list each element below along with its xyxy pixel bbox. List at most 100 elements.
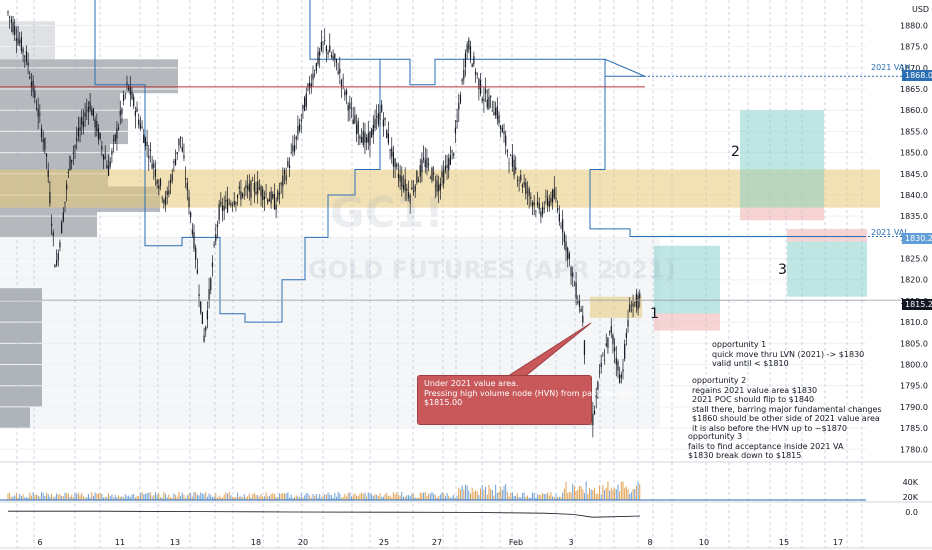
candle-body — [146, 141, 148, 146]
volume-bar — [280, 493, 282, 500]
candle-body — [330, 54, 333, 57]
volume-bar — [111, 494, 113, 500]
scenario-1-label: 1 — [650, 306, 659, 322]
candle-body — [208, 289, 210, 301]
volume-bar — [473, 492, 475, 500]
volume-bar — [302, 497, 304, 500]
candle-body — [419, 165, 421, 177]
volume-bar — [617, 484, 619, 500]
volume-bar — [89, 497, 91, 500]
candle-body — [449, 155, 451, 165]
volume-bar — [297, 496, 299, 500]
volume-bar — [81, 493, 83, 500]
candle-body — [446, 164, 448, 169]
volume-bar — [615, 489, 617, 500]
candle-body — [34, 90, 36, 98]
volume-bar — [609, 490, 611, 500]
price-tick-label: 1835.0 — [900, 212, 928, 221]
candle-body — [220, 201, 222, 205]
candle-body — [272, 194, 274, 198]
candle-body — [335, 58, 338, 63]
volume-bar — [486, 494, 488, 500]
candle-body — [620, 374, 622, 378]
volume-bar — [572, 483, 574, 500]
volume-bar — [156, 494, 158, 500]
volume-bar — [66, 493, 68, 500]
volume-bar — [408, 495, 410, 500]
volume-bar — [131, 494, 133, 500]
volume-bar — [51, 493, 53, 500]
volume-bar — [409, 495, 411, 500]
volume-bar — [515, 495, 517, 500]
candle-body — [245, 185, 247, 188]
candle-body — [340, 80, 343, 87]
volume-bar — [158, 493, 160, 500]
volume-bar — [272, 493, 274, 500]
candle-body — [409, 195, 411, 204]
volume-bar — [441, 492, 443, 500]
volume-bar — [602, 485, 604, 500]
volume-bar — [320, 497, 322, 500]
candle-body — [315, 62, 317, 72]
volume-bar — [143, 494, 145, 500]
candle-body — [436, 180, 438, 192]
candle-body — [243, 189, 245, 191]
candle-body — [396, 164, 398, 167]
volume-bar — [84, 497, 86, 500]
volume-bar — [371, 493, 373, 500]
candle-body — [307, 84, 309, 88]
candle-body — [516, 180, 519, 181]
price-axis[interactable]: 1880.0 1875.0 1870.0 1865.0 1860.0 1855.0 1850… — [900, 21, 928, 517]
zones — [0, 110, 880, 331]
volume-bar — [319, 493, 321, 500]
volume-bar — [619, 491, 621, 500]
candle-body — [47, 170, 49, 178]
volume-bar — [490, 488, 492, 500]
candle-body — [448, 158, 450, 171]
volume-bar — [76, 493, 78, 500]
volume-bar — [191, 496, 193, 500]
volume-bar — [168, 494, 170, 500]
candle-body — [111, 150, 113, 155]
volume-bar — [314, 495, 316, 500]
candle-body — [535, 211, 537, 212]
candle-body — [42, 139, 44, 143]
hvn-box — [590, 296, 642, 318]
candle-body — [128, 85, 130, 90]
volume-bar — [555, 493, 557, 500]
volume-bar — [406, 495, 408, 500]
volume-bar — [220, 497, 222, 500]
blue-step-line — [309, 0, 380, 60]
volume-bar — [386, 492, 388, 500]
candle-body — [530, 196, 532, 199]
price-tick-label: 1860.0 — [900, 106, 928, 115]
volume-bar — [421, 493, 423, 500]
volume-bar — [639, 484, 641, 500]
candle-body — [287, 160, 289, 166]
candle-body — [345, 90, 348, 95]
volume-bar — [550, 492, 552, 500]
candle-body — [300, 119, 302, 121]
candle-body — [496, 106, 498, 119]
candle-body — [463, 69, 465, 80]
candle-body — [406, 188, 408, 191]
volume-bar — [335, 496, 337, 500]
candle-body — [265, 193, 267, 195]
volume-bar — [228, 492, 230, 500]
volume-bar — [594, 487, 596, 500]
volume-bar — [580, 486, 582, 500]
candle-body — [456, 120, 458, 122]
time-tick-label: 6 — [37, 538, 42, 547]
volume-bar — [109, 496, 111, 500]
horizontal-levels — [0, 75, 902, 301]
price-tick-label: 1875.0 — [900, 43, 928, 52]
currency-label: USD — [912, 5, 930, 14]
time-axis[interactable]: 6 11 13 18 20 25 27 Feb 3 8 10 15 17 — [37, 538, 843, 547]
volume-bar — [175, 494, 177, 500]
candle-body — [193, 232, 195, 249]
candle-body — [9, 16, 11, 18]
candle-body — [275, 204, 277, 210]
volume-bar — [627, 489, 629, 500]
volume-bar — [270, 494, 272, 500]
